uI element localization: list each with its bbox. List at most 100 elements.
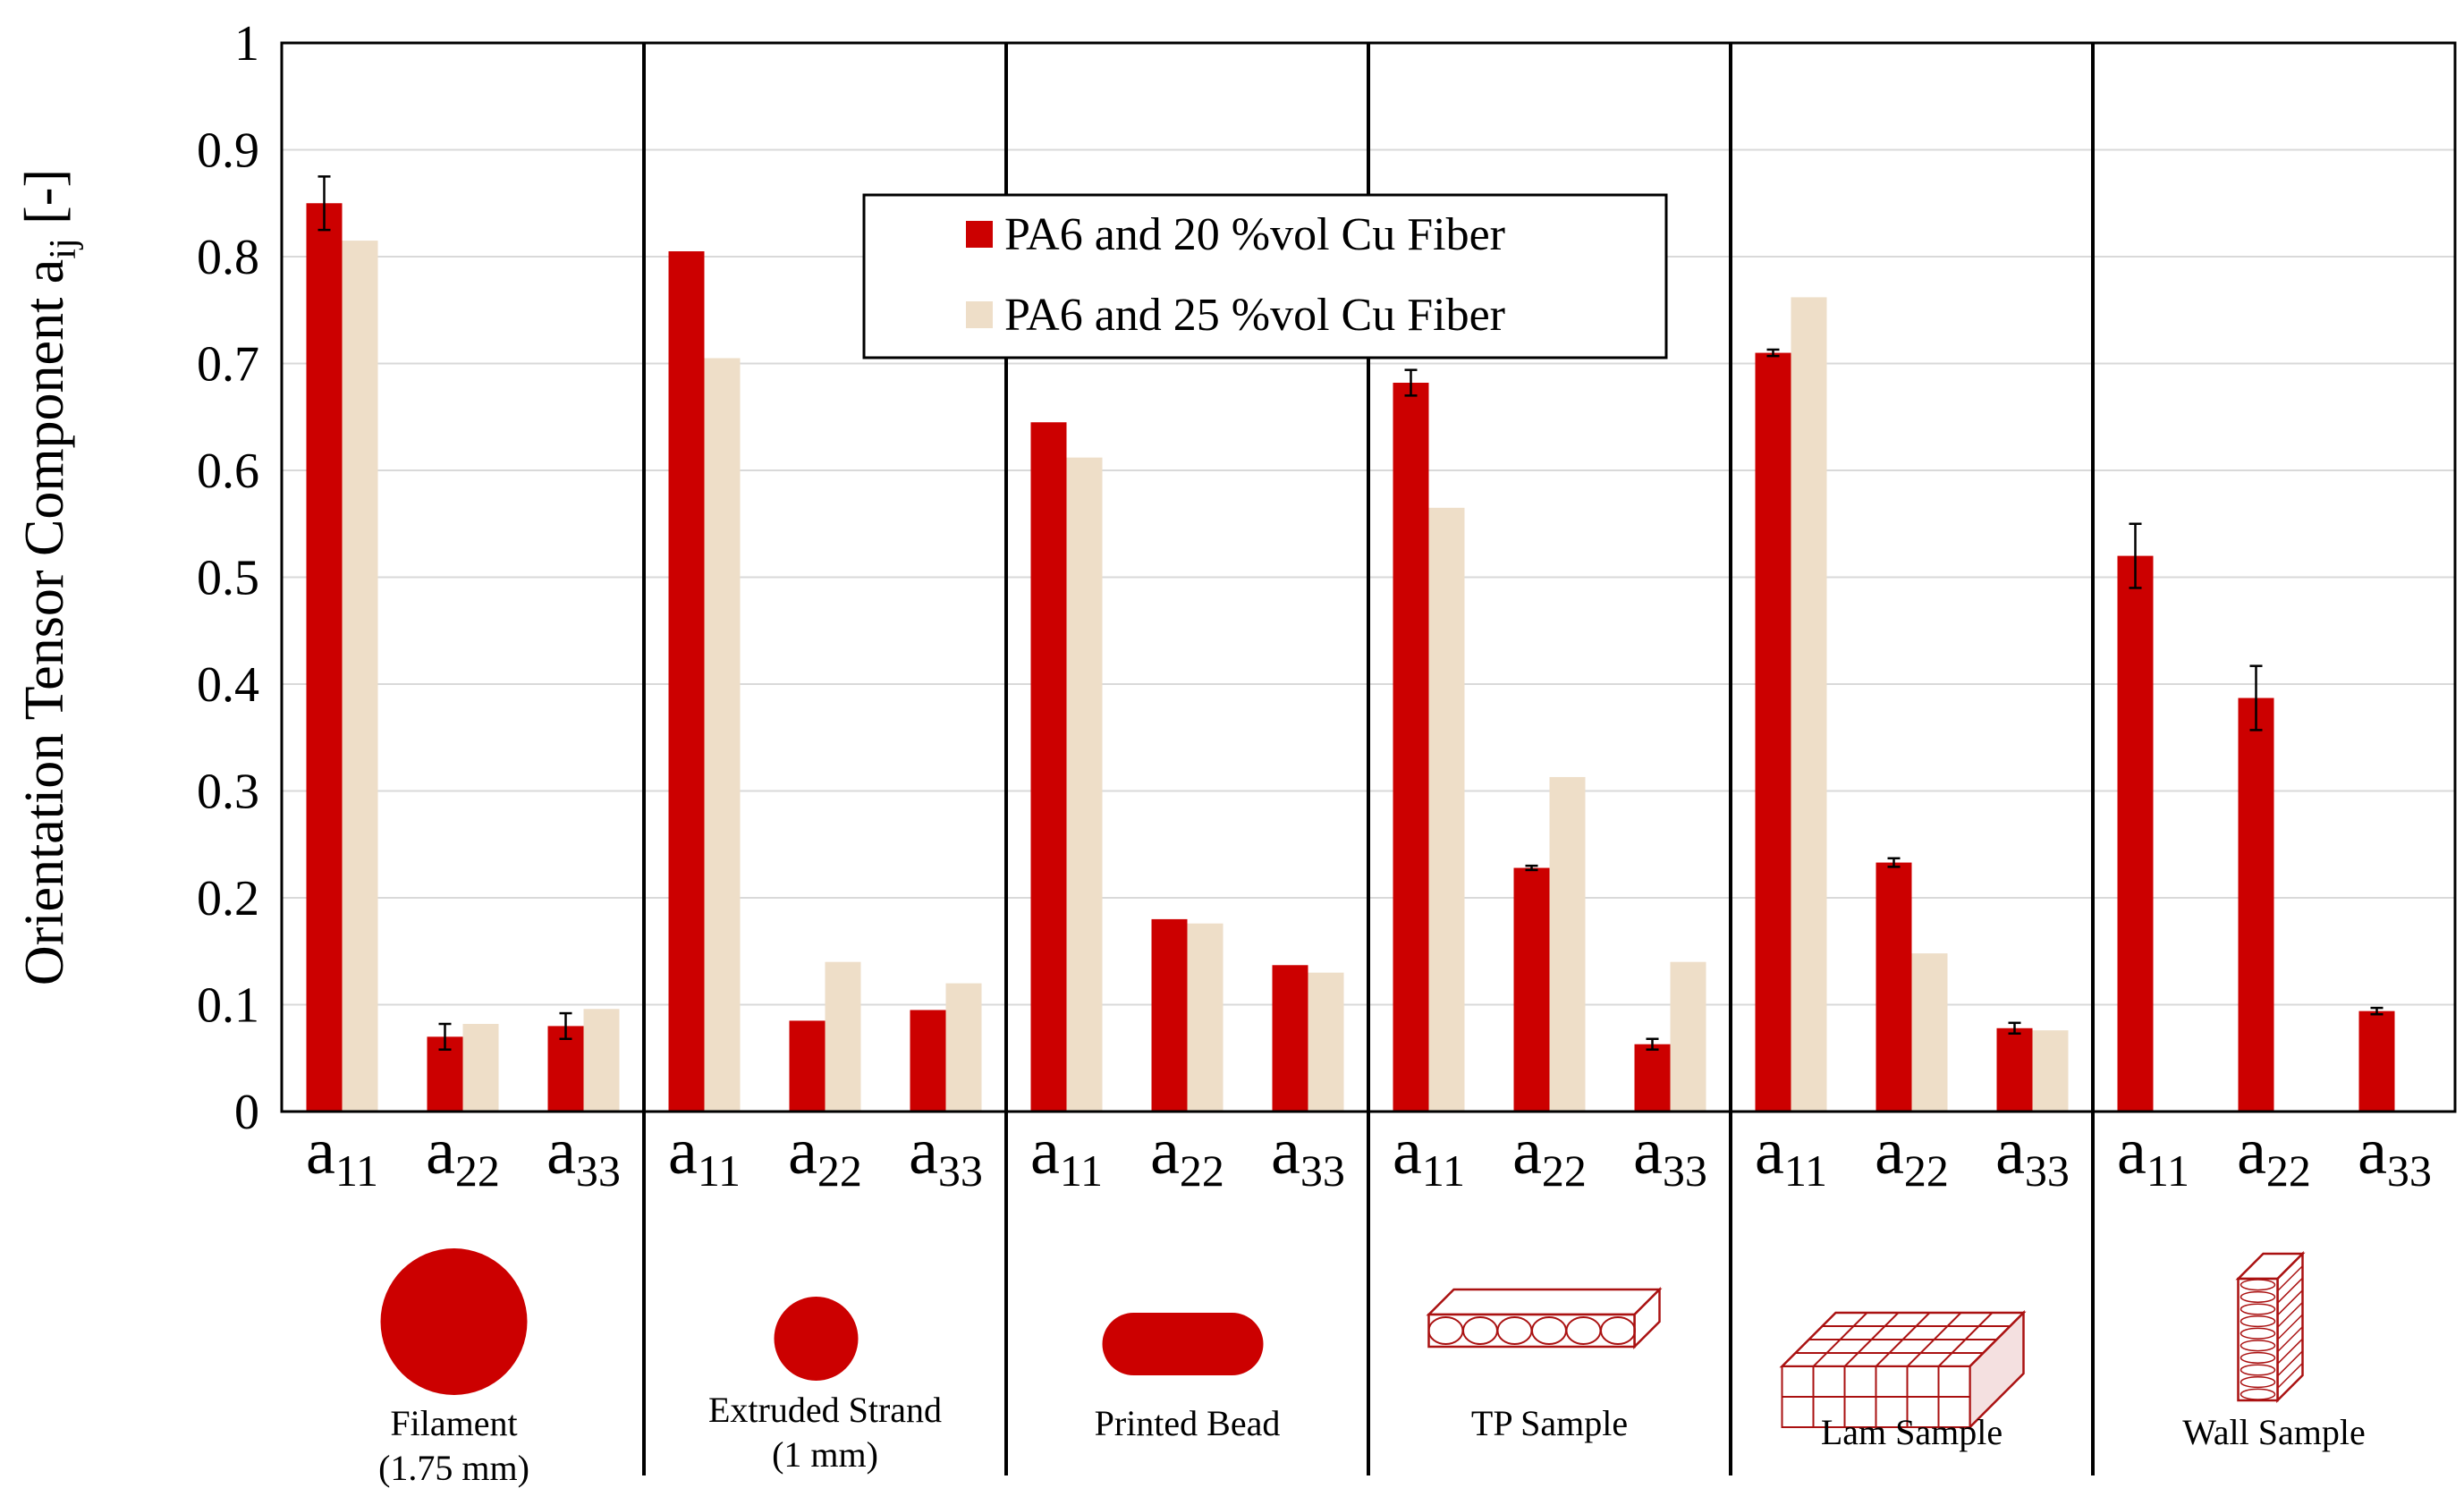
layer-outline [2240,1376,2276,1389]
layer-outline [2240,1279,2276,1291]
bar [1066,457,1103,1112]
layer-outline [2240,1315,2276,1328]
bar [2238,698,2274,1112]
top-grid [1906,1312,1962,1367]
sample-label: Printed Bead [1095,1403,1281,1443]
layer-outline [2240,1351,2276,1364]
bar [547,1026,584,1112]
bar [1513,867,1550,1112]
layer-line [2276,1326,2304,1353]
bar [1911,953,1948,1112]
bar [1393,383,1429,1112]
bead-outline [1600,1316,1636,1345]
y-tick-label: 0.8 [197,230,259,285]
y-tick-label: 0.6 [197,444,259,499]
sample-label: Filament [390,1403,517,1443]
bar [1151,918,1188,1112]
x-axis-ticks: a11 a22 a33 a11 a22 a33 a11 a22 a33 a11 a22 a33 a11 a… [306,1115,2432,1196]
legend-swatch [966,301,993,328]
bar [1791,297,1827,1112]
bar [1030,422,1067,1112]
bar [342,241,378,1112]
legend-label: PA6 and 25 %vol Cu Fiber [1004,290,1505,341]
bead-shape [1102,1313,1264,1375]
sample-captions: Filament (1.75 mm) Extruded Strand(1 mm) Pr… [378,1390,2366,1488]
layer-line [2276,1277,2304,1304]
sample-label: Wall Sample [2182,1412,2366,1452]
x-tick-label: a22 [2237,1115,2311,1196]
bar [2117,555,2154,1112]
circle-shape [774,1297,859,1381]
front-face [2237,1277,2279,1402]
bar [1308,972,1344,1112]
y-tick-label: 1 [234,16,259,72]
layer-outline [2240,1340,2276,1352]
lam-sample-icon [1779,1309,2027,1431]
y-tick-label: 0.7 [197,337,259,393]
bar [1187,923,1224,1112]
y-tick-label: 0.3 [197,765,259,820]
sample-label: TP Sample [1471,1403,1628,1443]
x-tick-label: a11 [1393,1115,1465,1196]
sample-icons [380,1248,2306,1431]
y-tick-label: 0.5 [197,551,259,606]
legend-label: PA6 and 20 %vol Cu Fiber [1004,209,1505,260]
bar [2032,1030,2069,1112]
top-grid [1937,1312,1994,1367]
x-tick-label: a33 [1633,1115,1707,1196]
layer-outline [2240,1327,2276,1340]
y-axis-ticks: 0 0.1 0.2 0.3 0.4 0.5 0.6 0.7 0.8 0.9 1 [197,16,259,1140]
bar [306,203,343,1112]
legend-swatch [966,221,993,248]
sample-label: Lam Sample [1821,1412,2003,1452]
x-tick-label: a33 [1995,1115,2070,1196]
x-tick-label: a11 [1755,1115,1827,1196]
cell [1937,1365,1971,1398]
y-tick-label: 0.9 [197,123,259,179]
x-tick-label: a22 [1150,1115,1224,1196]
x-tick-label: a33 [1271,1115,1345,1196]
layer-line [2276,1350,2304,1377]
x-tick-label: a11 [668,1115,741,1196]
top-grid [1843,1312,1900,1367]
legend: PA6 and 20 %vol Cu Fiber PA6 and 25 %vol … [862,193,1668,359]
y-tick-label: 0.1 [197,978,259,1034]
x-tick-label: a22 [788,1115,862,1196]
bar [1670,961,1706,1112]
bar [1755,352,1791,1112]
x-tick-label: a11 [1030,1115,1103,1196]
group-separators [642,43,2095,1475]
large-circle-icon [380,1248,528,1395]
bar [945,983,982,1112]
bar [462,1024,499,1112]
bar [2358,1010,2395,1112]
cell [1875,1365,1909,1398]
bar [704,358,741,1112]
sample-label: Extruded Strand [708,1390,942,1430]
bar [1428,507,1465,1112]
layer-line [2276,1289,2304,1316]
cell [1843,1365,1877,1398]
cell [1906,1365,1940,1398]
bar [583,1009,620,1112]
y-tick-label: 0.4 [197,657,259,713]
layer-line [2276,1265,2304,1292]
cell [1781,1396,1815,1428]
bar [1272,965,1308,1112]
y-tick-label: 0 [234,1085,259,1140]
sample-sublabel: (1.75 mm) [378,1448,529,1488]
top-grid [1875,1312,1931,1367]
bar [668,251,705,1112]
bar [910,1010,946,1112]
top-face [1426,1288,1663,1316]
y-axis-label: Orientation Tensor Component aij [-] [14,169,84,985]
layer-outline [2240,1303,2276,1315]
bar [1634,1044,1671,1112]
layer-line [2276,1362,2304,1389]
layer-outline [2240,1290,2276,1303]
cell [1937,1396,1971,1428]
bar [789,1020,826,1112]
x-tick-label: a33 [909,1115,983,1196]
tp-sample-icon [1426,1286,1663,1350]
small-circle-icon [774,1297,859,1381]
